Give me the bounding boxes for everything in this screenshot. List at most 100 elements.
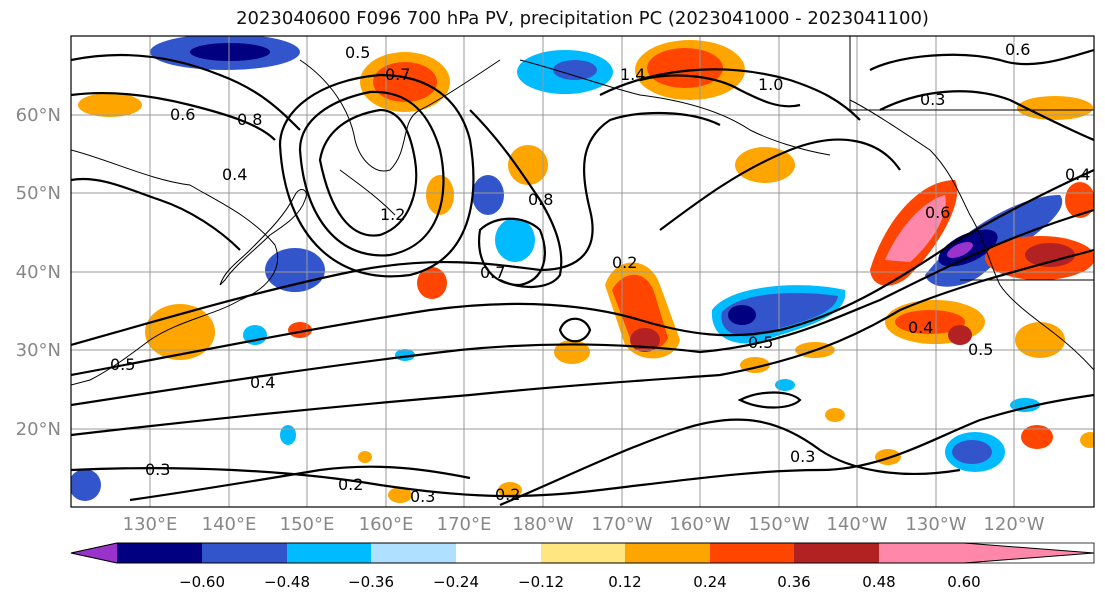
precip-positive-max: [1025, 243, 1075, 267]
pv-contour-1.0b: [599, 68, 861, 121]
colorbar-tick-labels: −0.60 −0.48 −0.36 −0.24 −0.12 0.12 0.24 …: [179, 573, 981, 591]
precip-positive-blob: [554, 340, 590, 364]
pv-contour-0.3c: [499, 418, 961, 507]
lat-label: 20°N: [16, 419, 61, 440]
colorbar: [70, 542, 1095, 564]
lat-label: 50°N: [16, 183, 61, 204]
precip-positive-blob: [825, 408, 845, 422]
pv-contour-0.5b: [659, 138, 901, 231]
colorbar-tick: −0.60: [179, 573, 225, 591]
lon-label: 130°W: [905, 514, 966, 535]
precip-positive-blob: [78, 93, 142, 117]
contour-label: 0.4: [908, 318, 933, 337]
contour-label: 1.4: [620, 65, 645, 84]
colorbar-segment: [202, 543, 287, 563]
contour-label: 0.3: [410, 487, 435, 506]
contour-label: 0.3: [790, 447, 815, 466]
pv-contour-1.0: [298, 90, 445, 257]
colorbar-segment: [625, 543, 710, 563]
precip-positive-max: [885, 195, 946, 262]
precip-positive-core: [895, 310, 965, 334]
contour-label: 0.7: [385, 65, 410, 84]
pv-contour-0.3d: [879, 90, 1094, 142]
lon-label: 150°E: [280, 514, 335, 535]
lon-label: 120°W: [983, 514, 1044, 535]
contour-label: 0.6: [925, 203, 950, 222]
kuril-islands: [339, 169, 396, 216]
plot-border: [70, 35, 1095, 508]
contour-label: 0.4: [250, 373, 275, 392]
lon-label: 170°E: [437, 514, 492, 535]
colorbar-extend-low: [71, 543, 117, 563]
colorbar-segment: [456, 543, 541, 563]
contour-label: 0.3: [145, 460, 170, 479]
lon-label: 130°E: [123, 514, 178, 535]
map-title: 2023040600 F096 700 hPa PV, precipitatio…: [236, 8, 929, 29]
contour-label: 0.6: [170, 105, 195, 124]
pv-contour-0.3b: [129, 465, 471, 502]
pv-contour-small-b: [737, 391, 802, 409]
colorbar-tick: 0.36: [777, 573, 810, 591]
colorbar-segment: [541, 543, 625, 563]
colorbar-tick: −0.24: [433, 573, 479, 591]
precip-positive-blob: [1065, 182, 1094, 218]
colorbar-segment: [287, 543, 371, 563]
contour-label: 0.8: [237, 110, 262, 129]
precip-positive-max: [948, 325, 972, 345]
precip-negative-max: [728, 305, 756, 325]
north-america-coastline: [849, 99, 1094, 371]
colorbar-tick: 0.48: [862, 573, 895, 591]
colorbar-frame: [70, 542, 1095, 564]
precip-negative-extreme: [947, 241, 973, 259]
contour-label: 0.5: [748, 333, 773, 352]
kamchatka-coastline: [299, 59, 501, 172]
pv-contour-0.7: [477, 217, 546, 287]
lon-label: 140°W: [826, 514, 887, 535]
latitude-labels: 60°N 50°N 40°N 30°N 20°N: [16, 105, 61, 440]
precip-positive-blob: [145, 304, 215, 360]
contour-label: 0.7: [480, 263, 505, 282]
colorbar-segment: [879, 543, 964, 563]
contour-label: 1.0: [758, 75, 783, 94]
pv-contour-0.6c: [71, 91, 276, 141]
colorbar-segment: [794, 543, 879, 563]
colorbar-tick: −0.12: [518, 573, 564, 591]
lon-label: 160°E: [359, 514, 414, 535]
pv-contour-0.4b: [71, 177, 241, 251]
pv-contour-0.3: [71, 248, 1094, 437]
precip-positive-blob: [417, 267, 447, 299]
graticule: [71, 36, 1094, 507]
contour-label: 0.5: [968, 340, 993, 359]
precip-positive-core: [647, 48, 723, 88]
precip-negative-core: [553, 60, 597, 80]
lon-label: 150°W: [748, 514, 809, 535]
contour-label: 0.5: [110, 355, 135, 374]
precip-positive-blob: [1015, 322, 1065, 358]
japan-coastline: [219, 189, 307, 286]
alaska-coastline: [519, 59, 831, 156]
pv-contour-0.6b: [869, 48, 1094, 71]
precip-positive-blob: [735, 147, 795, 183]
pv-contour-1.4: [639, 74, 801, 108]
colorbar-tick: 0.60: [947, 573, 980, 591]
pv-contour-0.4: [71, 208, 1094, 407]
asia-coastline: [71, 149, 279, 386]
precip-positive-blob: [1021, 425, 1053, 449]
precip-negative-core: [721, 293, 838, 337]
longitude-labels: 130°E 140°E 150°E 160°E 170°E 180°W 170°…: [123, 514, 1045, 535]
precip-positive-blob: [388, 487, 412, 503]
contour-label: 0.4: [1065, 165, 1090, 184]
precip-negative-blob: [71, 469, 101, 501]
contour-label: 0.2: [612, 253, 637, 272]
contour-label: 0.2: [338, 475, 363, 494]
lon-label: 170°W: [591, 514, 652, 535]
lon-label: 140°E: [202, 514, 257, 535]
precip-negative-blob: [495, 218, 535, 262]
pv-contour-0.6: [71, 111, 721, 347]
precip-positive-blob: [426, 175, 454, 215]
precip-negative-core: [190, 43, 270, 61]
colorbar-segment: [710, 543, 794, 563]
pv-contours: [71, 48, 1094, 507]
colorbar-tick: −0.48: [264, 573, 310, 591]
